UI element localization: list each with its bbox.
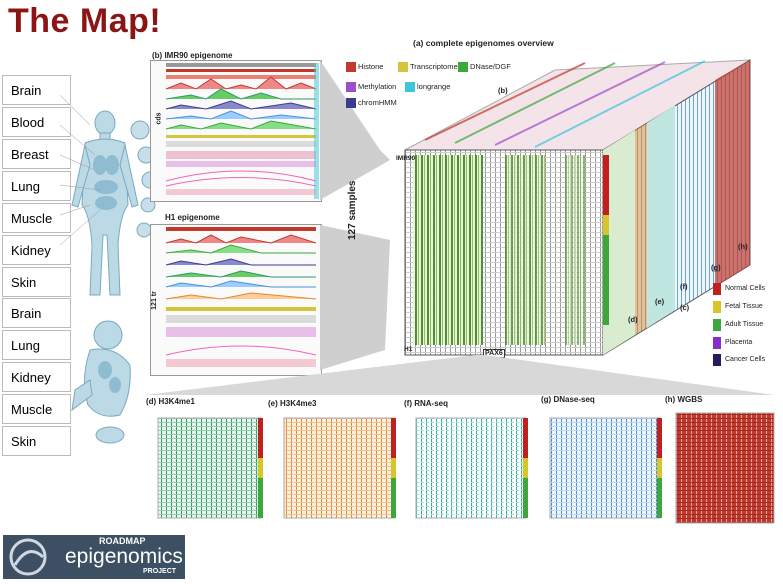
row-label-imr90: IMR90 <box>396 155 416 162</box>
tissue-item: Skin <box>2 426 71 456</box>
tissue-item: Blood <box>2 107 71 137</box>
logo-line3: PROJECT <box>143 568 177 575</box>
anatomy-illustration <box>60 95 159 444</box>
cube-label-g: (g) <box>711 263 721 272</box>
tissue-item: Muscle <box>2 203 71 233</box>
overview-title: (a) complete epigenomes overview <box>413 38 554 48</box>
samples-label: 127 samples <box>347 180 358 241</box>
epigenome-cube <box>404 59 751 356</box>
bottom-heatmaps <box>157 412 775 524</box>
imr90-tracks <box>165 63 319 199</box>
cube-label-d: (d) <box>628 315 638 324</box>
cube-label-b: (b) <box>498 86 508 95</box>
panel-h-title: (h) WGBS <box>665 395 703 404</box>
methylation-swatch <box>346 82 356 93</box>
tissue-item: Kidney <box>2 362 71 392</box>
h1-side-label: 121 tr <box>150 291 158 310</box>
assay-legend-methylation: Methylation <box>346 82 396 93</box>
assay-legend-histone: Histone <box>346 62 383 73</box>
chromhmm-swatch <box>346 98 356 109</box>
dnase-swatch <box>458 62 468 73</box>
imr90-epigenome-panel: cds <box>150 60 322 202</box>
tissue-item: Lung <box>2 171 71 201</box>
panel-f-title: (f) RNA-seq <box>404 399 448 408</box>
imr90-side-label: cds <box>155 112 163 125</box>
cube-label-f: (f) <box>680 282 688 291</box>
cube-label-h: (h) <box>738 242 748 251</box>
legend-cancer-cells: Cancer Cells <box>713 354 765 366</box>
assay-legend-longrange: longrange <box>405 82 450 93</box>
cube-label-e: (e) <box>655 297 665 306</box>
page-title: The Map! <box>8 2 162 40</box>
h1-title: H1 epigenome <box>165 213 220 222</box>
h1-epigenome-panel: 121 tr <box>150 224 322 376</box>
tissue-item: Brain <box>2 298 71 328</box>
tissue-item: Lung <box>2 330 71 360</box>
roadmap-logo: ROADMAP epigenomics PROJECT <box>3 535 185 579</box>
h1-tracks <box>165 227 317 367</box>
row-label-h1: H1 <box>404 346 413 353</box>
logo-line1: ROADMAP <box>99 536 146 546</box>
legend-placenta: Placenta <box>713 337 752 349</box>
panel-d-title: (d) H3K4me1 <box>146 397 195 406</box>
imr90-title: (b) IMR90 epigenome <box>152 51 233 60</box>
cube-label-c: (c) <box>680 303 690 312</box>
tissue-item: Brain <box>2 75 71 105</box>
legend-adult-tissue: Adult Tissue <box>713 319 763 331</box>
assay-legend-chromhmm: chromHMM <box>346 98 397 109</box>
panel-g-title: (g) DNase-seq <box>541 395 595 404</box>
legend-normal-cells: Normal Cells <box>713 283 765 295</box>
tissue-item: Muscle <box>2 394 71 424</box>
assay-legend-dnase: DNase/DGF <box>458 62 511 73</box>
panel-e-title: (e) H3K4me3 <box>268 399 317 408</box>
logo-line2: epigenomics <box>65 545 183 568</box>
transcriptome-swatch <box>398 62 408 73</box>
assay-legend-transcriptome: Transcriptome <box>398 62 458 73</box>
zoom-connector <box>320 60 390 370</box>
histone-swatch <box>346 62 356 73</box>
tissue-item: Kidney <box>2 235 71 265</box>
longrange-swatch <box>405 82 415 93</box>
zoom-fan <box>145 355 775 395</box>
tissue-item: Breast <box>2 139 71 169</box>
tissue-item: Skin <box>2 267 71 297</box>
legend-fetal-tissue: Fetal Tissue <box>713 301 763 313</box>
logo-graphic <box>9 538 47 576</box>
